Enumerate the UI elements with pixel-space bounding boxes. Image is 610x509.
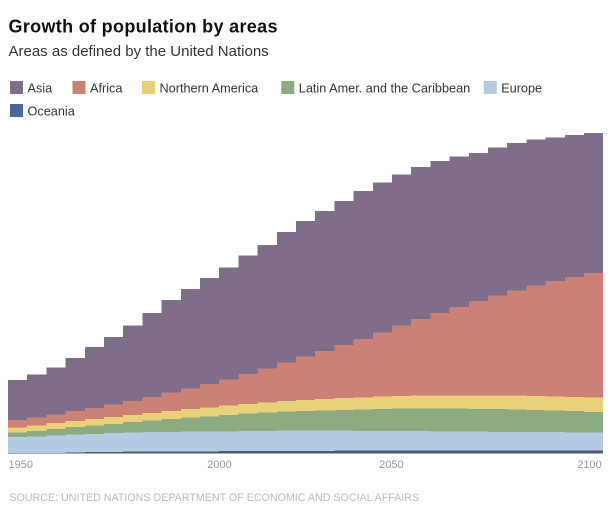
svg-text:2100: 2100 [577, 459, 601, 471]
svg-text:1950: 1950 [9, 459, 33, 471]
svg-text:Europe: Europe [501, 82, 542, 96]
svg-text:Africa: Africa [90, 82, 123, 96]
svg-text:2050: 2050 [379, 459, 403, 471]
svg-text:Oceania: Oceania [28, 105, 76, 119]
svg-text:Asia: Asia [28, 82, 54, 96]
svg-text:Areas as defined by the United: Areas as defined by the United Nations [9, 43, 269, 60]
svg-text:Growth of population by areas: Growth of population by areas [9, 16, 278, 36]
svg-text:SOURCE: UNITED NATIONS DEPARTM: SOURCE: UNITED NATIONS DEPARTMENT OF ECO… [9, 492, 419, 504]
svg-text:2000: 2000 [207, 459, 231, 471]
svg-text:Latin Amer. and the Caribbean: Latin Amer. and the Caribbean [299, 82, 470, 96]
svg-text:Northern America: Northern America [160, 82, 260, 96]
